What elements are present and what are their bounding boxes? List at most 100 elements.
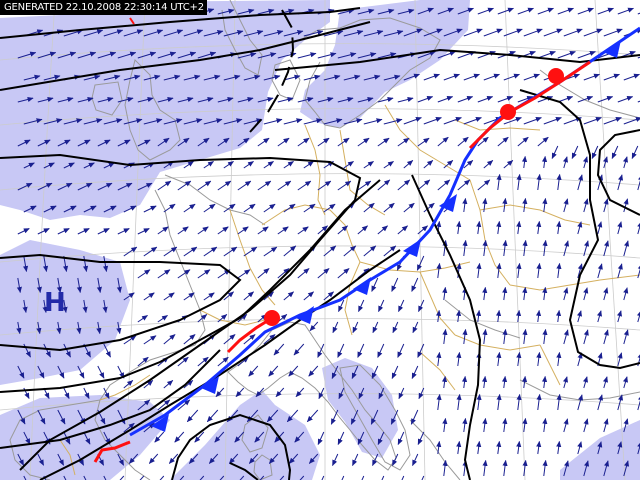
wind-vector [43,74,61,81]
isobar [411,174,482,480]
wind-vector [297,180,312,191]
wind-vector [36,277,42,293]
wind-vector [337,343,345,358]
wind-vector [177,356,189,367]
country-border [469,179,511,286]
wind-vector [596,310,603,323]
wind-vector [597,96,614,103]
wind-vector [56,277,62,293]
wind-vector [357,8,375,15]
country-border [59,439,76,476]
wind-vector [423,117,442,125]
wind-vector [317,137,330,147]
wind-vector [341,475,345,480]
wind-vector [17,365,25,379]
wind-vector [337,8,355,15]
wind-vector [123,246,138,257]
wind-vector [317,431,325,445]
wind-vector [516,351,522,367]
wind-vector [417,51,436,59]
wind-vector [617,394,624,411]
wind-vector [254,431,265,443]
wind-vector [17,182,33,191]
wind-vector [217,8,235,15]
wind-vector [297,226,309,235]
wind-vector [297,96,314,103]
wind-vector [357,268,370,279]
wind-vector [377,225,388,235]
wind-vector [623,460,630,477]
wind-vector [357,96,374,103]
wind-vector [63,162,75,169]
warm-front-fragment [129,17,135,25]
wind-vector [516,220,522,235]
wind-vector [83,29,104,37]
wind-vector [137,314,148,323]
wind-vector [137,228,150,235]
wind-vector [157,399,171,411]
wind-vector [203,160,214,169]
wind-vector [217,180,232,191]
wind-vector [555,309,562,323]
wind-vector [82,255,89,272]
wind-vector [217,226,229,235]
wind-vector [557,51,576,59]
wind-vector [562,376,569,389]
wind-vector [536,351,542,367]
wind-vector [279,475,285,480]
wind-vector [268,365,279,377]
wind-vector [62,299,68,313]
wind-vector [343,245,357,257]
wind-vector [443,117,462,125]
wind-vector [463,117,482,125]
wind-vector [583,418,589,433]
wind-vector [357,431,365,445]
wind-vector [266,409,279,423]
country-border [454,119,541,131]
wind-vector [495,309,502,323]
wind-vector [556,173,562,191]
wind-vector [391,365,399,379]
wind-vector [418,299,425,313]
wind-vector [377,431,385,445]
wind-vector [103,162,115,169]
wind-vector [603,117,622,125]
wind-vector [337,137,350,147]
wind-vector [602,376,609,389]
wind-vector [37,51,57,59]
wind-vector [283,203,296,213]
coastline [164,174,266,226]
coastline [339,364,411,471]
wind-vector [97,365,105,379]
wind-vector [97,139,111,147]
wind-vector [237,96,254,103]
wind-vector [516,440,522,455]
wind-vector [361,475,365,480]
wind-vector [183,74,201,81]
wind-vector [309,321,319,332]
wind-vector [475,309,482,323]
wind-vector [363,74,381,81]
wind-vector [248,453,259,464]
wind-vector [197,137,210,147]
wind-vector [403,28,423,37]
wind-vector [177,269,191,279]
wind-vector [57,365,65,379]
wind-vector [523,117,542,125]
wind-vector [577,174,584,191]
wind-vector [551,145,559,159]
wind-vector [123,29,144,37]
wind-vector [617,96,634,103]
wind-vector [323,203,336,213]
warm-front [226,316,273,354]
wind-vector [482,239,488,257]
wind-vector [323,245,337,257]
wind-vector [521,155,528,169]
wind-vector [143,118,163,125]
wind-vector [177,399,191,411]
wind-vector [214,431,225,443]
wind-vector [217,314,228,323]
wind-vector [617,221,623,235]
wind-vector [418,387,425,400]
